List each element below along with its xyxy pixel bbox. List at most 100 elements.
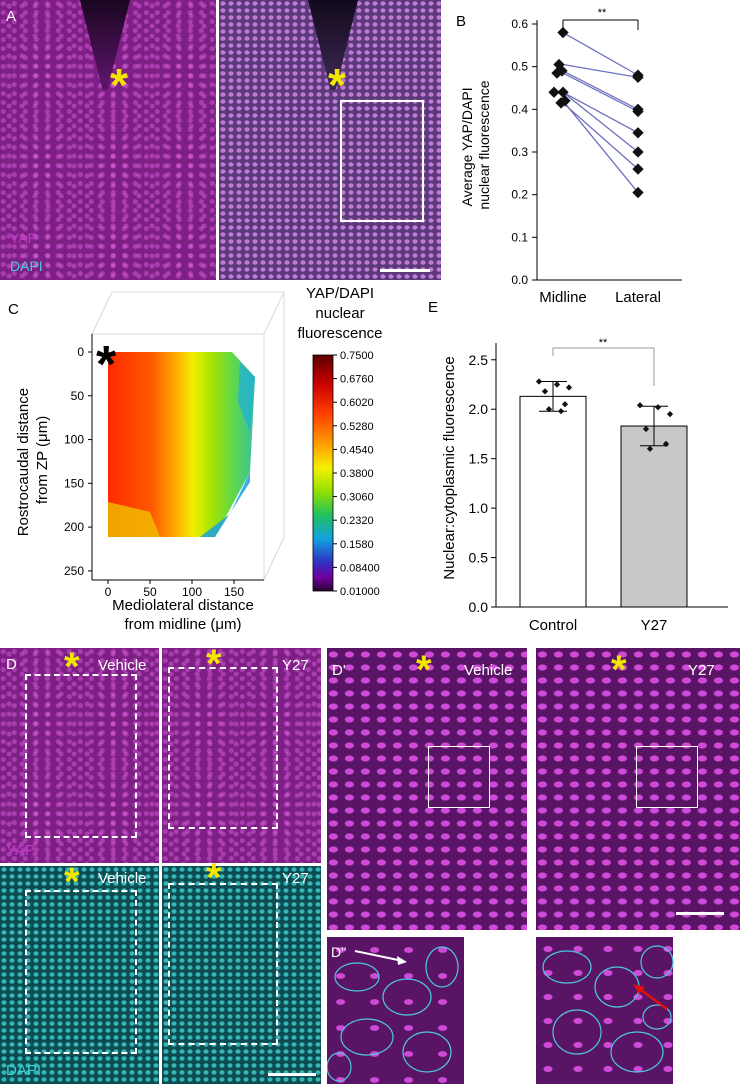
panel-b-point-lateral: [632, 186, 644, 199]
panel-b-ytick-label: 0.6: [511, 17, 528, 31]
panel-b-pair-line: [562, 63, 639, 78]
panel-d-vehicle-top: Vehicle: [98, 657, 147, 674]
panel-c-colorbar: [312, 354, 334, 592]
panel-dpp-arrowhead-red: [633, 984, 645, 994]
panel-d-label: D: [6, 656, 17, 673]
panel-a-scalebar: [380, 269, 430, 272]
panel-c-cb-title2: nuclear: [315, 305, 364, 322]
panel-c-cb-title1: YAP/DAPI: [306, 285, 374, 302]
panel-c-cbtick-label: 0.3800: [340, 468, 374, 480]
panel-c-xtick-label: 150: [224, 585, 244, 599]
panel-c-xticks: 0 50 100 150: [105, 580, 244, 599]
panel-c-heatmap-blue-top: [238, 362, 255, 432]
panel-b-ticks: 0.0 0.1 0.2 0.3 0.4 0.5 0.6: [511, 17, 537, 287]
panel-b-point-lateral: [632, 146, 644, 158]
panel-d-y27-bottom: Y27: [282, 870, 309, 887]
panel-b-pair-line: [562, 72, 639, 113]
panel-b-point-lateral: [632, 163, 644, 175]
panel-c-cb-ticks: 0.7500 0.6760 0.6020 0.5280 0.4540 0.3800 0.30…: [333, 350, 380, 598]
panel-dpp-arrow-white: [354, 950, 404, 962]
panel-b-ylabel: Average YAP/DAPI nuclear fluorescence: [459, 80, 492, 209]
panel-e-chart: E Nuclear:cytoplasmic fluorescence 0.00.…: [428, 299, 728, 634]
panel-e-point: [666, 411, 674, 418]
panel-c-ytick-label: 250: [64, 564, 84, 578]
panel-d-star-icon-3: *: [64, 860, 80, 904]
panel-e-ytick-label: 1.0: [469, 500, 489, 516]
panel-c-yticks: 0 50 100 150 200 250: [64, 345, 92, 578]
panel-b-ytick-label: 0.4: [511, 102, 528, 116]
panel-e-bar: [519, 395, 587, 608]
panel-d-roi-3: [25, 890, 137, 1054]
panel-c-cbtick-label: 0.08400: [340, 562, 380, 574]
panel-c-chart: C 0 50 100 150 200 250 0 50 100 150 * Rostrocaud…: [8, 285, 383, 633]
panel-dp-y27-label: Y27: [688, 662, 715, 679]
panel-e-point: [541, 388, 549, 395]
panel-b-pair-line: [562, 102, 639, 170]
panel-dp-roi-1: [428, 746, 490, 808]
panel-c-cbtick-label: 0.2320: [340, 515, 374, 527]
panel-c-ytick-label: 100: [64, 433, 84, 447]
panel-c-xlabel-line1: Mediolateral distance: [112, 597, 254, 614]
panel-b-cat-midline: Midline: [539, 289, 587, 306]
panel-b-cat-lateral: Lateral: [615, 289, 661, 306]
panel-d-roi-2: [168, 667, 278, 829]
panel-b-ytick-label: 0.0: [511, 273, 528, 287]
panel-b-sig: **: [598, 7, 607, 19]
panel-d-dapi-y27: [162, 866, 321, 1084]
panel-c-heatmap: [108, 352, 255, 537]
panel-d-yap-label: YAP: [6, 842, 35, 859]
panel-c-cb-title3: fluorescence: [297, 325, 382, 342]
panel-e-point: [535, 378, 543, 385]
panel-e-sig: **: [599, 337, 608, 349]
panel-a-label: A: [6, 8, 17, 25]
panel-a-dapi-label: DAPI: [10, 258, 43, 274]
panel-d-roi-4: [168, 883, 278, 1045]
panel-e-ytick-label: 1.5: [469, 451, 489, 467]
panel-e-bars: [519, 378, 688, 608]
panel-c-ytick-label: 200: [64, 520, 84, 534]
panel-c-box: [91, 291, 285, 581]
panel-c-label: C: [8, 301, 19, 318]
panel-c-xtick-label: 100: [182, 585, 202, 599]
panel-b-pair-line: [562, 91, 639, 134]
panel-b-pair-line: [562, 70, 639, 110]
panel-e-ytick-label: 2.0: [469, 401, 489, 417]
panel-e-ytick-label: 0.5: [469, 550, 489, 566]
panel-d-star-icon-4: *: [206, 856, 222, 900]
panel-c-heatmap-yellow: [108, 502, 160, 537]
panel-e-cat-y27: Y27: [641, 617, 668, 634]
panel-dpp-label: D'': [331, 944, 347, 960]
panel-c-ytick-label: 0: [77, 345, 84, 359]
panel-c-star-icon: *: [96, 336, 117, 394]
panel-c-cbtick-label: 0.1580: [340, 539, 374, 551]
panel-b-chart: B Average YAP/DAPI nuclear fluorescence …: [456, 7, 682, 306]
panel-c-cbtick-label: 0.01000: [340, 586, 380, 598]
panel-dp-star-icon-2: *: [611, 648, 627, 692]
panel-c-cbtick-label: 0.4540: [340, 444, 374, 456]
panel-c-cbtick-label: 0.6020: [340, 397, 374, 409]
panel-c-xlabel-line2: from midline (μm): [125, 616, 242, 633]
panel-e-ticks: 0.0 0.5 1.0 1.5 2.0 2.5: [469, 352, 496, 615]
panel-d-star-icon-1: *: [64, 645, 80, 689]
panel-c-ylabel: Rostrocaudal distance from ZP (μm): [15, 384, 51, 537]
panel-b-ylabel-line2: nuclear fluorescence: [476, 80, 492, 209]
panel-c-axes: [91, 334, 264, 581]
panel-c-cbtick-label: 0.3060: [340, 492, 374, 504]
panel-b-ytick-label: 0.3: [511, 145, 528, 159]
panel-e-ytick-label: 2.5: [469, 352, 489, 368]
panel-b-axes: [536, 20, 682, 281]
panel-b-ylabel-line1: Average YAP/DAPI: [459, 87, 475, 206]
panel-dp-y27: [536, 648, 740, 930]
panel-dpp-y27: [536, 937, 673, 1084]
panel-b-label: B: [456, 13, 466, 30]
panel-d-scalebar: [268, 1073, 316, 1076]
panel-d-roi-1: [25, 674, 137, 838]
panel-c-cbtick-label: 0.6760: [340, 374, 374, 386]
panel-e-point: [654, 404, 662, 411]
panel-dp-roi-2: [636, 746, 698, 808]
panel-a-roi-box: [340, 100, 424, 222]
panel-c-ytick-label: 150: [64, 476, 84, 490]
panel-dpp-arrowhead-white: [397, 956, 407, 965]
panel-dp-scalebar: [676, 912, 724, 915]
panel-c-cbtick-label: 0.5280: [340, 421, 374, 433]
